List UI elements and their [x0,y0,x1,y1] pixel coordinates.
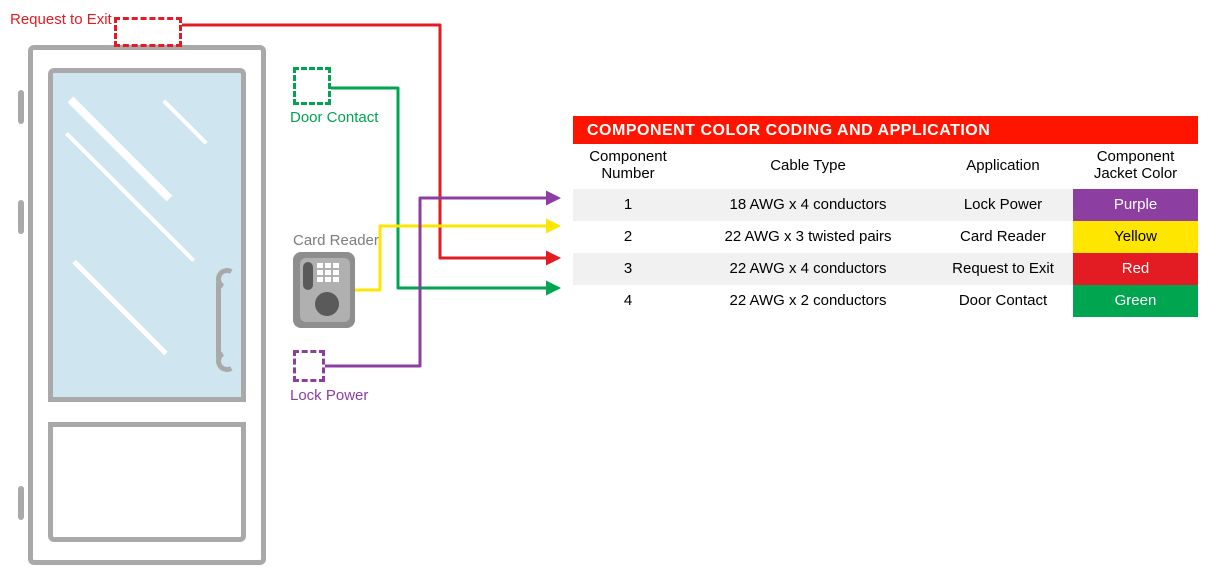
card-reader-label: Card Reader [293,232,379,249]
request-to-exit-module [114,17,182,47]
table-header-cell: ComponentNumber [573,144,683,189]
door-hinge [18,200,24,234]
door-hinge [18,486,24,520]
door-contact-label: Door Contact [290,110,378,125]
cell-jacket-color: Red [1073,253,1198,285]
door-hinge [18,90,24,124]
table-row: 118 AWG x 4 conductorsLock PowerPurple [573,189,1198,221]
lock-wire [325,198,558,366]
table-row: 422 AWG x 2 conductorsDoor ContactGreen [573,285,1198,317]
card-reader-keypad [316,262,344,286]
door-panel [48,422,246,542]
cell-component-number: 2 [573,221,683,253]
cell-component-number: 1 [573,189,683,221]
request-to-exit-label: Request to Exit [10,12,112,27]
lock-power-module [293,350,325,382]
cell-cable-type: 22 AWG x 3 twisted pairs [683,221,933,253]
lock-power-label: Lock Power [290,388,368,403]
cell-cable-type: 18 AWG x 4 conductors [683,189,933,221]
cell-jacket-color: Yellow [1073,221,1198,253]
color-coding-table: ComponentNumberCable TypeApplicationComp… [573,144,1198,317]
table-header-cell: Application [933,144,1073,189]
door-handle [216,280,221,360]
table-row: 322 AWG x 4 conductorsRequest to ExitRed [573,253,1198,285]
cell-application: Door Contact [933,285,1073,317]
cell-component-number: 4 [573,285,683,317]
table-header-row: ComponentNumberCable TypeApplicationComp… [573,144,1198,189]
cell-application: Request to Exit [933,253,1073,285]
card-reader-handset [303,262,313,290]
table-header-cell: Cable Type [683,144,933,189]
cell-jacket-color: Green [1073,285,1198,317]
table-title: COMPONENT COLOR CODING AND APPLICATION [573,116,1198,144]
cell-application: Lock Power [933,189,1073,221]
cell-jacket-color: Purple [1073,189,1198,221]
door-contact-module [293,67,331,105]
cell-cable-type: 22 AWG x 4 conductors [683,253,933,285]
table-row: 222 AWG x 3 twisted pairsCard ReaderYell… [573,221,1198,253]
cell-application: Card Reader [933,221,1073,253]
card-reader-dial [315,292,339,316]
cell-component-number: 3 [573,253,683,285]
reader-wire [355,226,558,290]
table-header-cell: ComponentJacket Color [1073,144,1198,189]
cell-cable-type: 22 AWG x 2 conductors [683,285,933,317]
